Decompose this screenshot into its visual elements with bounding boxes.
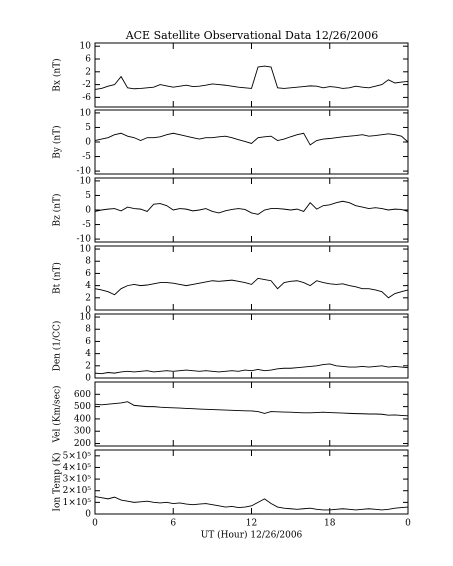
y-tick-label: 6 — [85, 55, 91, 65]
y-tick-label: 0 — [85, 206, 91, 216]
y-tick-label: 500 — [74, 402, 91, 412]
y-tick-label: -10 — [77, 167, 92, 177]
y-tick-label: 300 — [74, 427, 91, 437]
data-line — [94, 65, 409, 90]
y-tick-label: 10 — [80, 313, 92, 323]
y-axis-label: Bx (nT) — [52, 58, 63, 91]
y-tick-label: -5 — [82, 152, 91, 162]
y-tick-label: 8 — [85, 325, 91, 335]
y-tick-label: 0 — [85, 374, 91, 384]
y-tick-label: 5 — [85, 123, 91, 133]
y-tick-label: 6 — [85, 337, 91, 347]
y-axis-label: Bz (nT) — [52, 193, 63, 226]
y-tick-label: 4 — [85, 349, 91, 359]
y-tick-label: 4 — [85, 281, 91, 291]
y-axis-label: Bt (nT) — [52, 262, 63, 294]
y-tick-label: -10 — [77, 235, 92, 245]
data-line — [94, 363, 409, 375]
y-tick-label: 10 — [80, 108, 92, 118]
y-tick-label: 400 — [74, 414, 91, 424]
y-tick-label: 0 — [85, 138, 91, 148]
y-tick-label: -2 — [82, 80, 91, 90]
panel-frame — [94, 109, 409, 175]
panel-frame — [94, 42, 409, 108]
y-tick-label: 3×10⁵ — [63, 475, 92, 485]
panel-frame — [94, 245, 409, 311]
y-tick-label: 0 — [85, 510, 91, 520]
panel-frame — [94, 449, 409, 515]
data-line — [94, 496, 409, 511]
y-tick-label: 0 — [85, 306, 91, 316]
y-axis-label: Vel (Km/sec) — [52, 385, 63, 443]
y-tick-label: 200 — [74, 439, 91, 449]
y-tick-label: 2 — [85, 293, 91, 303]
y-tick-label: 2 — [85, 361, 91, 371]
y-tick-label: 10 — [80, 42, 92, 52]
y-tick-label: 8 — [85, 257, 91, 267]
chart-title: ACE Satellite Observational Data 12/26/2… — [125, 29, 379, 42]
y-tick-label: 5×10⁵ — [63, 451, 92, 461]
y-tick-label: -6 — [82, 93, 91, 103]
x-tick-label: 6 — [170, 519, 176, 529]
x-tick-label: 0 — [405, 519, 411, 529]
y-axis-label: Den (1/CC) — [52, 321, 63, 372]
panel-frame — [94, 313, 409, 379]
y-tick-label: 2 — [85, 67, 91, 77]
y-tick-label: 5 — [85, 191, 91, 201]
y-tick-label: 6 — [85, 269, 91, 279]
y-axis-label: By (nT) — [52, 125, 63, 158]
data-line — [94, 277, 409, 299]
data-line — [94, 200, 409, 215]
y-axis-label: Ion Temp (K) — [52, 452, 63, 511]
x-tick-label: 0 — [92, 519, 98, 529]
y-tick-label: -5 — [82, 220, 91, 230]
x-tick-label: 12 — [246, 519, 257, 529]
y-tick-label: 4×10⁵ — [63, 463, 92, 473]
y-tick-label: 10 — [80, 176, 92, 186]
y-tick-label: 2×10⁵ — [63, 486, 92, 496]
y-tick-label: 10 — [80, 245, 92, 255]
data-line — [94, 132, 409, 146]
x-tick-label: 18 — [324, 519, 336, 529]
data-line — [94, 401, 409, 417]
y-tick-label: 600 — [74, 390, 91, 400]
x-axis-label: UT (Hour) 12/26/2006 — [201, 530, 303, 541]
y-tick-label: 1×10⁵ — [63, 498, 92, 508]
